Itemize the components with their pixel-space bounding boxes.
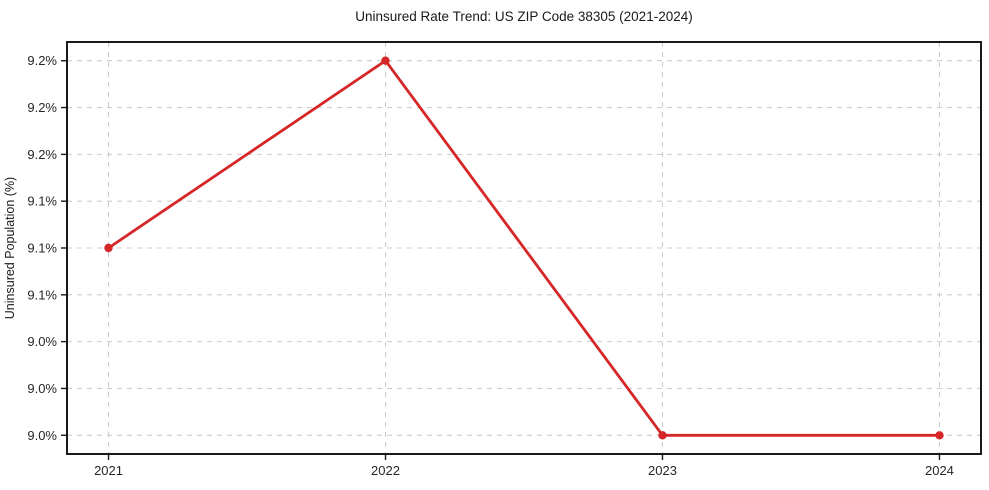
- gridlines: [67, 42, 981, 454]
- data-point-marker: [935, 431, 944, 440]
- y-tick-label: 9.2%: [27, 53, 57, 68]
- y-axis-label: Uninsured Population (%): [3, 177, 17, 319]
- y-tick-label: 9.0%: [27, 428, 57, 443]
- x-tick-label: 2024: [925, 463, 954, 478]
- data-point-marker: [104, 243, 113, 253]
- y-tick-label: 9.0%: [27, 381, 57, 396]
- plot-border: [66, 41, 982, 455]
- trend-series: [104, 56, 944, 440]
- axis-ticks: [61, 60, 941, 460]
- y-tick-label: 9.2%: [27, 147, 57, 162]
- y-tick-label: 9.1%: [27, 241, 57, 256]
- trend-line: [107, 59, 941, 437]
- y-tick-label: 9.2%: [27, 100, 57, 115]
- data-point-marker: [381, 56, 390, 65]
- chart-title: Uninsured Rate Trend: US ZIP Code 38305 …: [355, 9, 692, 24]
- y-tick-labels: 9.0% 9.0% 9.0% 9.1% 9.1% 9.1% 9.2% 9.2% 9.2%: [27, 53, 57, 443]
- x-tick-label: 2021: [94, 463, 123, 478]
- x-tick-label: 2022: [371, 463, 400, 478]
- y-tick-label: 9.1%: [27, 194, 57, 209]
- data-point-marker: [658, 431, 667, 440]
- y-tick-label: 9.1%: [27, 287, 57, 302]
- x-tick-labels: 2021 2022 2023 2024: [94, 463, 954, 478]
- x-tick-label: 2023: [648, 463, 677, 478]
- y-tick-label: 9.0%: [27, 334, 57, 349]
